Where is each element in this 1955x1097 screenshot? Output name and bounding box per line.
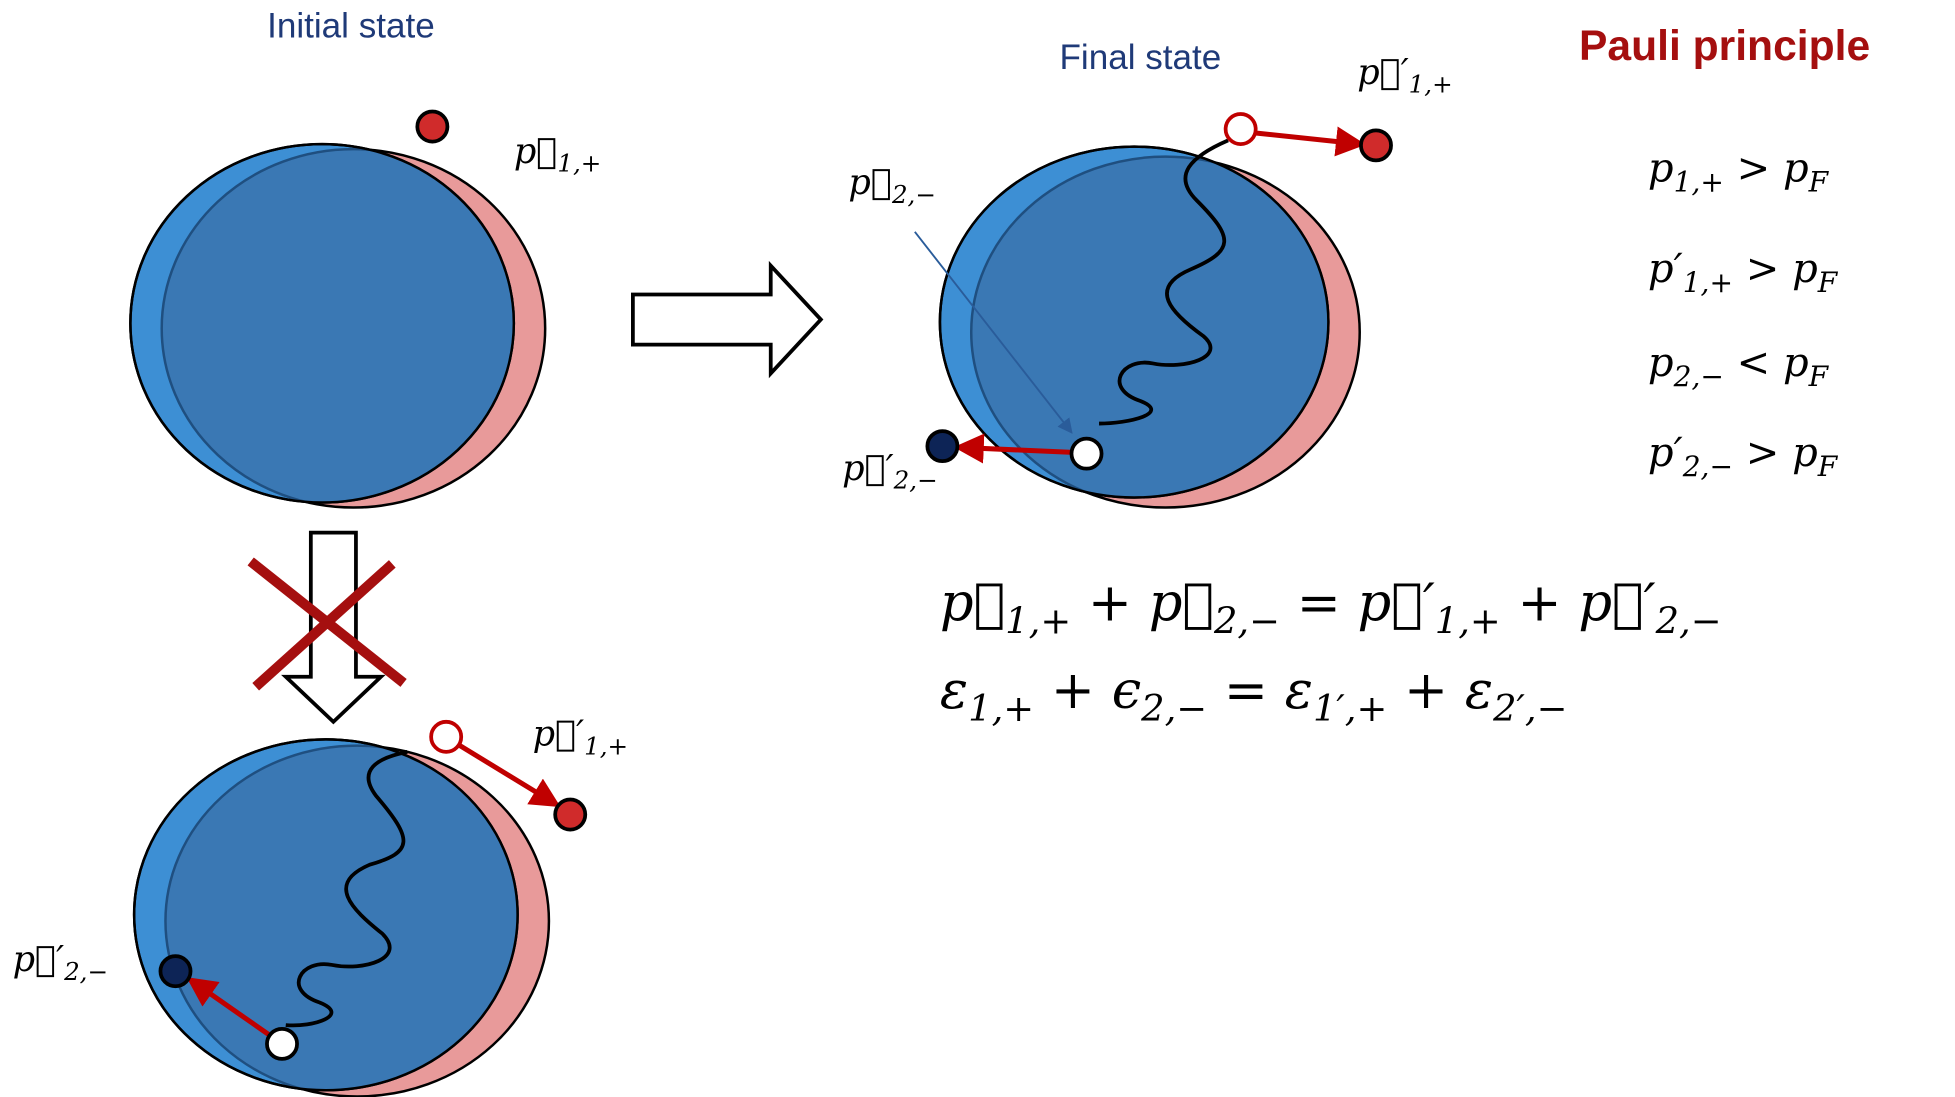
math-text: > p bbox=[1724, 146, 1809, 192]
forbidden-state: p⃗′1,+​ p⃗′2,−​ bbox=[13, 714, 629, 1097]
math-text: p⃗ bbox=[940, 572, 1005, 633]
math-sub: 1′,+ bbox=[1313, 687, 1387, 730]
label: p⃗′1,+​ bbox=[1357, 52, 1452, 99]
math-sub: F bbox=[1808, 360, 1830, 393]
equation: ε1,+​ + ϵ2,−​ = ε1′,+​ + ε2′,−​ bbox=[940, 660, 1568, 730]
math-text: p⃗′ bbox=[13, 939, 65, 980]
math-sub: 2,− bbox=[1140, 687, 1207, 730]
math-text: ε bbox=[940, 660, 968, 721]
math-sub: 2,− bbox=[63, 957, 108, 986]
math-text: p bbox=[1648, 340, 1674, 386]
condition: p2,−​ < pF​ bbox=[1648, 340, 1830, 393]
math-sub: 2,− bbox=[1682, 450, 1733, 483]
math-text: + p⃗ bbox=[1071, 572, 1214, 633]
math-sub: 1,+ bbox=[1409, 70, 1453, 99]
math-text: = p⃗′ bbox=[1280, 572, 1435, 633]
final-state: Final state p⃗′1,+​ p⃗2,−​ p⃗′2,−​ bbox=[842, 38, 1453, 508]
label: p⃗′2,−​ bbox=[842, 448, 937, 495]
math-sub: 2,− bbox=[1655, 599, 1722, 642]
math-sub: 1,+ bbox=[1005, 599, 1071, 642]
condition: p′2,−​ > pF​ bbox=[1648, 430, 1839, 483]
math-sub: 1,+ bbox=[557, 149, 601, 178]
math-sub: F bbox=[1817, 450, 1839, 483]
equation: p⃗1,+​ + p⃗2,−​ = p⃗′1,+​ + p⃗′2,−​ bbox=[940, 572, 1722, 642]
math-text: p⃗′ bbox=[533, 714, 585, 755]
math-text: p⃗′ bbox=[842, 448, 894, 489]
conditions: p1,+​ > pF​p′1,+​ > pF​p2,−​ < pF​p′2,−​… bbox=[1648, 146, 1839, 483]
math-text: p⃗ bbox=[848, 162, 892, 203]
label: p⃗2,−​ bbox=[848, 162, 936, 209]
math-sub: 1,+ bbox=[968, 687, 1034, 730]
arrow bbox=[633, 266, 821, 374]
math-text: > p bbox=[1733, 246, 1818, 292]
math-text: p⃗′ bbox=[1357, 52, 1409, 93]
math-text: + p⃗′ bbox=[1501, 572, 1656, 633]
math-text: p⃗ bbox=[514, 131, 558, 172]
math-text: > p bbox=[1733, 430, 1818, 476]
condition: p1,+​ > pF​ bbox=[1648, 146, 1830, 199]
diagram: Initial state p⃗1,+​ p⃗′1,+​ p⃗′2,−​ Fin… bbox=[0, 0, 1955, 1097]
math-text: + ε bbox=[1387, 660, 1493, 721]
condition: p′1,+​ > pF​ bbox=[1648, 246, 1839, 299]
math-sub: 2,− bbox=[891, 180, 936, 209]
math-sub: 1,+ bbox=[1683, 266, 1733, 299]
math-sub: 2,− bbox=[1213, 599, 1280, 642]
label: p⃗1,+​ bbox=[514, 131, 602, 178]
math-sub: 2,− bbox=[893, 466, 938, 495]
math-sub: 1,+ bbox=[584, 731, 628, 760]
label: p⃗′2,−​ bbox=[13, 939, 108, 986]
math-text: < p bbox=[1724, 340, 1809, 386]
math-text: p′ bbox=[1648, 246, 1683, 292]
math-sub: 1,+ bbox=[1435, 599, 1501, 642]
math-sub: 1,+ bbox=[1674, 166, 1724, 199]
initial-state: Initial state p⃗1,+​ bbox=[130, 7, 601, 508]
math-text: p bbox=[1648, 146, 1674, 192]
math-sub: F bbox=[1808, 166, 1830, 199]
math-text: p′ bbox=[1648, 430, 1683, 476]
pauli-title: Pauli principle bbox=[1579, 22, 1870, 70]
equations: p⃗1,+​ + p⃗2,−​ = p⃗′1,+​ + p⃗′2,−​ε1,+​… bbox=[940, 572, 1722, 730]
title: Final state bbox=[1059, 38, 1221, 77]
math-text: = ε bbox=[1207, 660, 1313, 721]
title: Initial state bbox=[267, 7, 435, 46]
math-text: + ϵ bbox=[1034, 660, 1141, 721]
label: p⃗′1,+​ bbox=[533, 714, 628, 761]
math-sub: 2,− bbox=[1673, 360, 1724, 393]
math-sub: 2′,− bbox=[1492, 687, 1567, 730]
math-sub: F bbox=[1817, 266, 1839, 299]
